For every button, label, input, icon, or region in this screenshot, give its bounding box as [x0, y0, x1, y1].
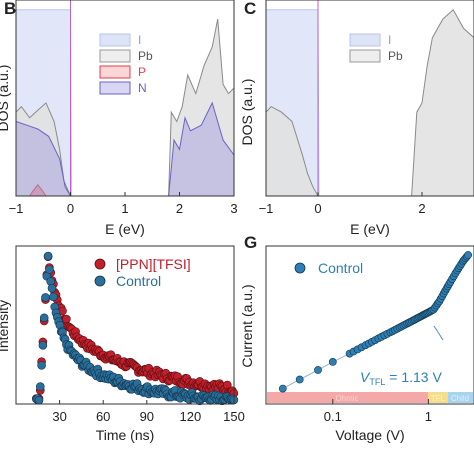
x-tick-label: 1 — [121, 201, 128, 216]
data-point-control — [34, 395, 44, 405]
data-point-control — [41, 293, 50, 302]
panel-c-frame — [265, 0, 474, 197]
legend-swatch-n — [99, 81, 131, 95]
x-tick-label: 0 — [67, 201, 74, 216]
dos-series-pb — [265, 9, 474, 197]
region-tfl-label: TFL — [431, 394, 446, 403]
panel-b-xlabel: E (eV) — [105, 221, 145, 237]
region-ohmic — [267, 392, 428, 403]
panel-b: B −1 0 1 2 3 E (eV) DOS (a.u.) I Pb P N — [0, 0, 238, 237]
panel-g-xticks: 0.1 1 — [324, 399, 432, 424]
legend-marker-control-f — [94, 275, 106, 287]
panel-g-regions: Ohmic TFL Child — [267, 392, 473, 403]
panel-g-xlabel: Voltage (V) — [335, 427, 404, 443]
panel-c-xlabel: E (eV) — [350, 221, 390, 237]
data-point-control — [464, 251, 472, 259]
region-child-label: Child — [451, 394, 469, 403]
legend-swatch-pb — [99, 49, 131, 63]
panel-f-ylabel: Intensity — [0, 300, 11, 352]
x-tick-label: 30 — [52, 409, 66, 424]
dos-series-pb — [15, 19, 235, 197]
x-tick-label: 90 — [140, 409, 154, 424]
panel-f-xlabel: Time (ns) — [96, 427, 155, 443]
data-point-control — [38, 340, 48, 350]
data-point-control — [49, 292, 58, 302]
legend-label-n: N — [138, 81, 147, 95]
x-tick-label: −1 — [9, 201, 24, 216]
legend-label-i: I — [138, 33, 141, 47]
panel-f: 30 60 90 120 150 Time (ns) Intensity [PPN][T… — [0, 245, 245, 443]
legend-label-p: P — [138, 65, 146, 79]
data-point-control — [328, 357, 337, 366]
x-tick-label: 60 — [96, 409, 110, 424]
data-point-control — [39, 313, 49, 323]
legend-label-ppn: [PPN][TFSI] — [116, 256, 191, 272]
data-point-control — [295, 375, 304, 384]
x-tick-label: 120 — [180, 409, 202, 424]
legend-swatch-i — [99, 33, 131, 47]
data-point-control — [45, 265, 54, 274]
panel-f-xticks: 30 60 90 120 150 — [52, 400, 245, 424]
panel-g-ylabel: Current (a.u.) — [239, 284, 255, 367]
legend-label-control-f: Control — [116, 273, 161, 289]
legend-swatch-pb-c — [349, 49, 381, 63]
legend-marker-control-g — [294, 262, 306, 274]
x-tick-label: 0 — [314, 201, 321, 216]
panel-f-frame — [15, 245, 235, 405]
x-tick-label: 2 — [418, 201, 425, 216]
dos-series-n — [15, 101, 235, 197]
panel-b-plot — [15, 0, 235, 197]
region-child — [448, 392, 473, 403]
legend-marker-ppn — [94, 258, 106, 270]
panel-b-legend: I Pb P N — [99, 33, 153, 95]
x-tick-label: 150 — [223, 409, 245, 424]
legend-label-i-c: I — [388, 33, 391, 47]
vtfl-pointer — [433, 325, 444, 341]
panel-c: C −1 0 2 E (eV) DOS (a.u.) I Pb — [239, 0, 474, 237]
data-point-control — [314, 366, 322, 374]
panel-g-label: G — [244, 233, 257, 252]
panel-c-legend: I Pb — [349, 33, 403, 63]
panel-g: G Ohmic TFL Child 0.1 1 Voltage (V) Curre… — [239, 233, 474, 443]
panel-g-plot — [278, 251, 472, 393]
legend-label-control-g: Control — [318, 260, 363, 276]
legend-label-pb-c: Pb — [388, 49, 403, 63]
region-tfl — [428, 392, 448, 403]
panel-f-legend: [PPN][TFSI] Control — [94, 256, 191, 289]
panel-g-frame — [265, 245, 474, 405]
data-point-control — [35, 382, 45, 391]
data-point-control — [43, 251, 53, 261]
panel-c-ylabel: DOS (a.u.) — [239, 79, 255, 146]
data-point-control — [37, 360, 46, 370]
panel-b-xticks: −1 0 1 2 3 — [9, 192, 238, 216]
x-tick-label: 0.1 — [324, 409, 342, 424]
legend-swatch-i-c — [349, 33, 381, 47]
panel-b-ylabel: DOS (a.u.) — [0, 65, 11, 132]
panel-c-plot — [265, 0, 474, 197]
panel-c-label: C — [244, 0, 256, 18]
data-point-ppn — [62, 314, 71, 324]
x-tick-label: 2 — [176, 201, 183, 216]
panel-g-legend: Control — [294, 260, 363, 276]
panel-c-xticks: −1 0 2 — [259, 192, 426, 216]
legend-label-pb: Pb — [138, 49, 153, 63]
data-point-control — [47, 283, 57, 293]
data-point-control — [278, 384, 287, 393]
region-ohmic-label: Ohmic — [335, 394, 358, 403]
vtfl-annotation: VTFL = 1.13 V — [360, 369, 442, 387]
x-tick-label: −1 — [259, 201, 274, 216]
x-tick-label: 1 — [425, 409, 432, 424]
panel-b-label: B — [4, 0, 16, 18]
panel-f-plot — [31, 251, 239, 406]
legend-swatch-p — [99, 65, 131, 79]
x-tick-label: 3 — [230, 201, 237, 216]
